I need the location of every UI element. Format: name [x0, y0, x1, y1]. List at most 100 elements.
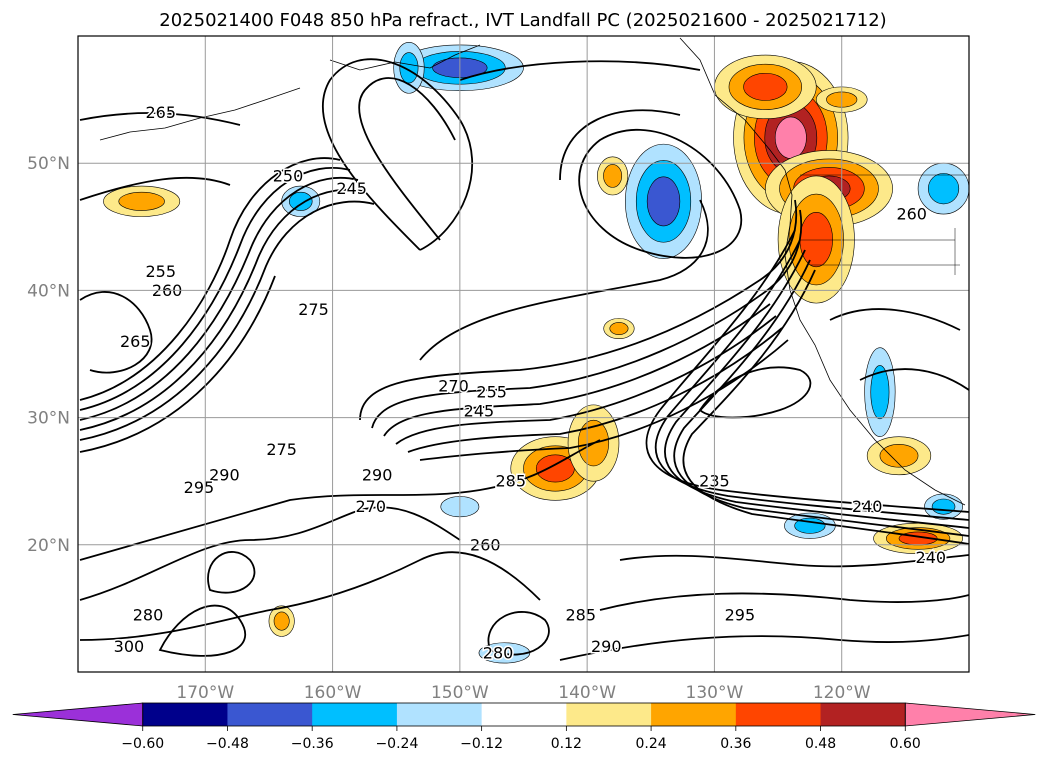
contour-label: 300 — [114, 637, 145, 656]
colorbar-segment — [481, 703, 567, 726]
colorbar-segment — [396, 703, 483, 726]
contour-line — [79, 157, 341, 401]
contour-line — [829, 308, 961, 331]
shaded-region-level — [931, 498, 956, 515]
contour-line — [79, 275, 276, 453]
lon-tick-label: 170°W — [176, 683, 234, 703]
contour-label: 290 — [362, 465, 393, 484]
contour-line — [79, 176, 231, 201]
north-america-coastline — [679, 37, 966, 506]
colorbar-segment — [651, 703, 737, 726]
shaded-region — [268, 605, 295, 637]
shaded-region — [103, 185, 181, 217]
contour-label: 285 — [566, 605, 597, 624]
colorbar-under-extension — [12, 702, 144, 727]
colorbar-tick-label: 0.12 — [551, 736, 582, 752]
contour-layer — [79, 58, 969, 661]
colorbar-segment — [227, 703, 313, 726]
colorbar-tick-label: 0.36 — [720, 736, 751, 752]
contour-line — [682, 269, 969, 545]
contour-line — [79, 200, 375, 441]
contour-line — [487, 611, 550, 656]
contour-label: 240 — [916, 548, 947, 567]
contour-label: 290 — [591, 637, 622, 656]
us-state-borders — [800, 174, 969, 275]
contour-line — [559, 634, 969, 661]
contour-label: 290 — [209, 465, 240, 484]
colorbar-tick-label: −0.36 — [291, 736, 334, 752]
jet-contour-bundle — [79, 157, 375, 453]
contour-line — [419, 199, 709, 361]
shaded-region-level — [879, 444, 919, 468]
colorbar: −0.60 −0.48 −0.36 −0.24 −0.12 0.12 0.24 0.36 0.4… — [12, 702, 1036, 752]
contour-line — [664, 249, 969, 529]
colorbar-segment — [142, 703, 228, 726]
colorbar-tick-label: 0.24 — [636, 736, 667, 752]
contour-line — [419, 339, 789, 461]
contour-label: 255 — [476, 383, 507, 402]
colorbar-segment — [566, 703, 652, 726]
shaded-region — [597, 156, 629, 196]
colorbar-tick-label: 0.48 — [805, 736, 836, 752]
contour-label: 245 — [336, 179, 367, 198]
shaded-region-level — [743, 72, 788, 101]
contour-line — [321, 58, 474, 251]
shaded-region — [866, 436, 932, 476]
lat-tick-label: 30°N — [27, 409, 70, 429]
shaded-region — [917, 162, 969, 215]
colorbar-tick-label: −0.48 — [206, 736, 249, 752]
contour-label: 260 — [896, 205, 927, 224]
contour-line — [79, 176, 359, 421]
contour-line — [79, 291, 153, 374]
lon-tick-label: 120°W — [813, 683, 871, 703]
contour-line — [207, 551, 256, 594]
contour-line — [459, 60, 701, 81]
shaded-region — [714, 54, 817, 119]
shaded-region-level — [288, 191, 313, 211]
contour-line — [619, 554, 969, 568]
contour-label: 280 — [483, 643, 514, 662]
colorbar-segment — [735, 703, 822, 726]
contour-line — [79, 506, 461, 601]
colorbar-segment — [820, 703, 906, 726]
lat-tick-label: 20°N — [27, 536, 70, 556]
shaded-region — [393, 42, 425, 94]
lon-tick-label: 130°W — [686, 683, 744, 703]
contour-label: 265 — [120, 332, 151, 351]
axis-tick-labels: 170°W 160°W 150°W 140°W 130°W 120°W 50°N 40°N 30… — [27, 154, 871, 703]
contour-line — [654, 239, 969, 521]
contour-label: 285 — [495, 472, 526, 491]
lat-tick-label: 50°N — [27, 154, 70, 174]
contour-label-layer: 2602602602652652552552502452452752752702… — [112, 101, 947, 664]
shaded-region-level — [774, 116, 807, 159]
contour-label: 255 — [145, 262, 176, 281]
contour-line — [358, 77, 456, 241]
shaded-region — [603, 318, 635, 340]
contour-label: 240 — [852, 497, 883, 516]
colorbar-segment — [312, 703, 398, 726]
colorbar-tick-label: −0.60 — [121, 736, 164, 752]
colorbar-tick-label: 0.60 — [890, 736, 921, 752]
contour-label: 280 — [133, 605, 164, 624]
contour-label: 250 — [273, 166, 304, 185]
contour-line — [407, 327, 783, 453]
contour-label: 265 — [145, 103, 176, 122]
contour-line — [79, 551, 541, 641]
shaded-region-level — [870, 365, 890, 420]
shaded-region-level — [118, 191, 165, 211]
colorbar-tick-label: −0.24 — [375, 736, 418, 752]
gridline-layer — [78, 36, 969, 672]
coastline-layer — [99, 37, 969, 506]
aleutian-islands — [99, 87, 301, 141]
shaded-region-level — [609, 322, 629, 335]
contour-label: 275 — [266, 440, 297, 459]
contour-line — [79, 112, 241, 126]
shaded-region-level — [799, 211, 833, 268]
contour-label: 295 — [725, 605, 756, 624]
contour-line — [645, 229, 969, 513]
contour-line — [158, 604, 247, 657]
shaded-region — [625, 143, 702, 259]
shaded-region-level — [927, 173, 960, 205]
lon-tick-label: 160°W — [304, 683, 362, 703]
